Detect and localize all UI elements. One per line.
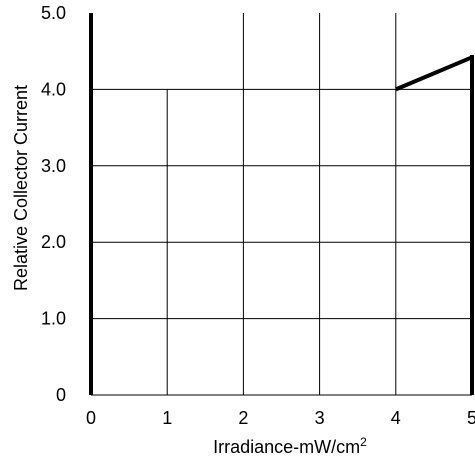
series	[395, 55, 473, 92]
y-tick-label: 3.0	[41, 156, 66, 176]
grid	[91, 13, 472, 395]
y-tick-label: 4.0	[41, 79, 66, 99]
y-tick-label: 2.0	[41, 232, 66, 252]
x-tick-label: 3	[315, 408, 325, 428]
x-tick-label: 5	[467, 408, 475, 428]
y-tick-label: 5.0	[41, 3, 66, 23]
x-tick-label: 0	[86, 408, 96, 428]
y-axis-label: Relative Collector Current	[11, 85, 31, 291]
x-axis-label: Irradiance-mW/cm2	[213, 435, 367, 457]
x-tick-label: 1	[162, 408, 172, 428]
y-tick-label: 0	[56, 385, 66, 405]
tick-labels: 0 1.0 2.0 3.0 4.0 5.0 0 1 2 3 4 5	[41, 3, 475, 428]
y-tick-label: 1.0	[41, 309, 66, 329]
series-line-0	[395, 55, 473, 92]
x-tick-label: 4	[391, 408, 401, 428]
x-tick-label: 2	[238, 408, 248, 428]
axes	[89, 13, 474, 396]
